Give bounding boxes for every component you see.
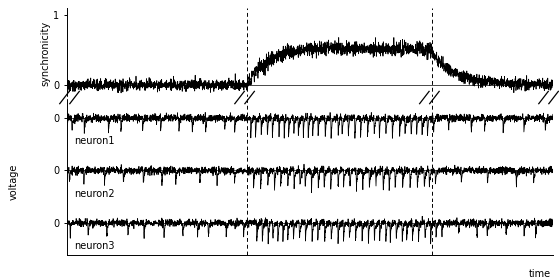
Y-axis label: synchronicity: synchronicity bbox=[41, 20, 50, 85]
Text: neuron2: neuron2 bbox=[74, 189, 115, 199]
Text: neuron3: neuron3 bbox=[74, 241, 115, 251]
Text: voltage: voltage bbox=[9, 164, 19, 200]
Text: neuron1: neuron1 bbox=[74, 136, 115, 146]
Text: time: time bbox=[528, 269, 551, 279]
